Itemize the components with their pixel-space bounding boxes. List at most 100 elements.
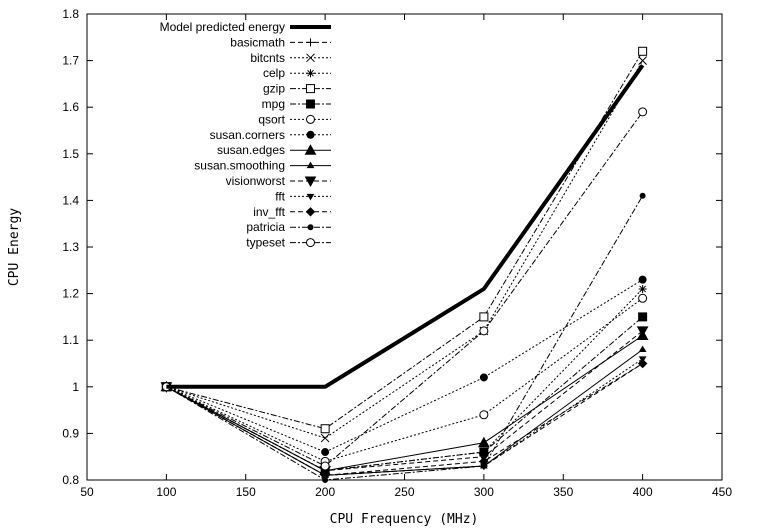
data-point-marker [306,130,315,139]
series-lines [160,46,649,483]
data-point-marker [638,275,647,284]
y-tick-label: 1.7 [62,54,79,68]
y-axis-label: CPU Energy [7,208,22,286]
y-tick-label: 1.2 [62,287,79,301]
data-point-marker [304,144,317,155]
x-tick-label: 450 [712,485,732,499]
legend-label: susan.smoothing [194,159,285,173]
legend-item: visionworst [226,174,331,188]
y-tick-label: 1.3 [62,240,79,254]
series-line [166,64,645,389]
legend-label: qsort [258,112,285,126]
legend-item: susan.edges [217,143,331,157]
legend-item: bitcnts [250,51,331,65]
x-tick-label: 250 [394,485,414,499]
legend-label: visionworst [226,174,286,188]
series-line [166,363,643,476]
data-point-marker [305,207,316,217]
y-tick-label: 1 [72,380,79,394]
data-point-marker [306,193,315,201]
series-susan-edges [160,329,649,476]
data-point-marker [479,312,489,322]
series-susan-smoothing [162,345,647,478]
y-tick-label: 0.8 [62,473,79,487]
x-tick-label: 50 [80,485,94,499]
data-point-marker [306,161,315,169]
series-model-predicted-energy [166,64,645,389]
legend-label: celp [263,66,285,80]
legend-item: gzip [263,82,331,96]
series-line [166,279,643,453]
data-point-marker [638,293,648,303]
series-basicmath [162,359,647,480]
data-point-marker [638,107,648,117]
legend-label: susan.edges [217,143,285,157]
x-tick-label: 100 [156,485,176,499]
series-line [166,60,644,439]
x-tick-label: 350 [553,485,573,499]
legend-label: typeset [246,236,285,250]
legend-label: susan.corners [210,128,285,142]
y-tick-label: 1.4 [62,193,79,207]
data-point-marker [306,238,315,248]
series-line [166,330,643,472]
series-line [166,363,643,476]
legend-item: Model predicted energy [160,20,331,34]
series-susan-corners [162,275,647,457]
legend-item: susan.corners [210,128,331,142]
data-point-marker [637,358,648,369]
x-axis-label: CPU Frequency (MHz) [330,512,479,527]
data-point-marker [638,46,648,56]
plot-frame [86,13,723,481]
data-point-marker [480,463,487,470]
ticks: 50 100 150 200 250 300 350 400 450 0.8 0.9 1 1.1 1.2 1… [62,7,732,499]
data-point-marker [306,69,315,78]
data-point-marker [638,56,647,65]
x-tick-label: 200 [315,485,335,499]
data-point-marker [304,176,317,188]
series-visionworst [160,326,649,477]
data-point-marker [307,224,314,231]
x-tick-label: 400 [633,485,653,499]
legend-label: fft [275,189,285,203]
y-tick-label: 1.6 [62,100,79,114]
data-point-marker [320,461,330,471]
y-tick-label: 1.1 [62,333,79,347]
data-point-marker [306,38,315,47]
legend-item: qsort [258,112,331,126]
data-point-marker [638,312,648,322]
legend-label: patricia [246,220,285,234]
legend-item: inv_fft [253,205,331,219]
series-line [166,111,644,467]
series-line [166,195,644,481]
legend-label: mpg [262,97,285,111]
data-point-marker [479,410,489,420]
y-tick-label: 1.5 [62,147,79,161]
x-tick-label: 150 [236,485,256,499]
series-qsort [161,293,648,466]
data-point-marker [479,326,489,336]
data-point-marker [306,53,315,63]
y-tick-label: 0.9 [62,426,79,440]
legend-item: fft [275,189,331,203]
legend-item: susan.smoothing [194,159,331,173]
data-point-marker [478,436,490,448]
legend-label: Model predicted energy [160,20,285,34]
data-point-marker [306,84,315,94]
series-fft [162,356,647,480]
legend-label: gzip [263,82,285,96]
data-point-marker [320,433,330,443]
data-point-marker [636,326,649,337]
series-line [166,335,643,472]
data-point-marker [322,477,329,483]
legend-item: patricia [246,220,331,234]
data-point-marker [306,114,315,124]
legend-item: celp [263,66,331,80]
data-point-marker [321,448,330,457]
series-line [166,288,643,472]
data-point-marker [639,192,646,199]
legend-item: mpg [262,97,331,111]
x-tick-label: 300 [474,485,494,499]
series-line [166,358,643,476]
